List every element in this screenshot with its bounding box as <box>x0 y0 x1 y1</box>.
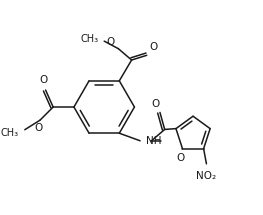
Text: O: O <box>106 37 115 47</box>
Text: CH₃: CH₃ <box>0 127 18 138</box>
Text: O: O <box>34 123 42 133</box>
Text: O: O <box>151 99 159 109</box>
Text: NH: NH <box>146 136 161 146</box>
Text: O: O <box>39 75 48 85</box>
Text: O: O <box>150 43 158 52</box>
Text: O: O <box>176 154 185 163</box>
Text: CH₃: CH₃ <box>80 34 99 44</box>
Text: NO₂: NO₂ <box>196 171 216 181</box>
